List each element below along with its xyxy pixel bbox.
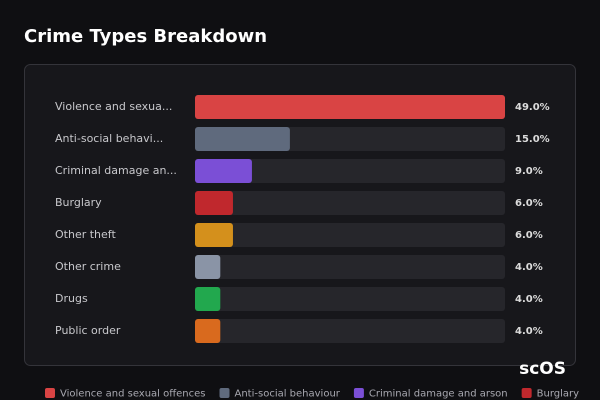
- category-label: Drugs: [55, 292, 88, 305]
- legend-label: Violence and sexual offences: [60, 389, 206, 400]
- legend-label: Criminal damage and arson: [369, 389, 508, 400]
- value-label: 6.0%: [515, 230, 543, 241]
- bar: [195, 287, 221, 311]
- bar: [195, 159, 252, 183]
- bar: [195, 127, 290, 151]
- bar: [195, 255, 221, 279]
- category-label: Criminal damage an...: [55, 164, 177, 177]
- legend-label: Anti-social behaviour: [235, 389, 341, 400]
- legend-swatch: [45, 388, 55, 398]
- category-label: Burglary: [55, 196, 102, 209]
- legend-swatch: [219, 388, 230, 398]
- value-label: 15.0%: [515, 134, 550, 145]
- bar-track: [195, 287, 505, 311]
- bar-track: [195, 191, 505, 215]
- watermark: scOS: [519, 359, 566, 379]
- value-label: 9.0%: [515, 166, 543, 177]
- bar: [195, 191, 233, 215]
- category-label: Anti-social behavi...: [55, 132, 163, 145]
- value-label: 4.0%: [515, 294, 543, 305]
- category-label: Violence and sexua...: [55, 100, 172, 113]
- bar-track: [195, 159, 505, 183]
- bar: [195, 319, 221, 343]
- category-label: Public order: [55, 324, 121, 337]
- value-label: 49.0%: [515, 102, 550, 113]
- legend-label: Burglary: [537, 389, 579, 400]
- legend-swatch: [521, 388, 532, 398]
- chart-title: Crime Types Breakdown: [24, 26, 267, 47]
- bar: [195, 223, 233, 247]
- bar-track: [195, 255, 505, 279]
- value-label: 4.0%: [515, 326, 543, 337]
- bar-track: [195, 223, 505, 247]
- bar-track: [195, 319, 505, 343]
- value-label: 4.0%: [515, 262, 543, 273]
- bar: [195, 95, 505, 119]
- legend-swatch: [353, 388, 364, 398]
- value-label: 6.0%: [515, 198, 543, 209]
- category-label: Other crime: [55, 260, 121, 273]
- category-label: Other theft: [55, 228, 116, 241]
